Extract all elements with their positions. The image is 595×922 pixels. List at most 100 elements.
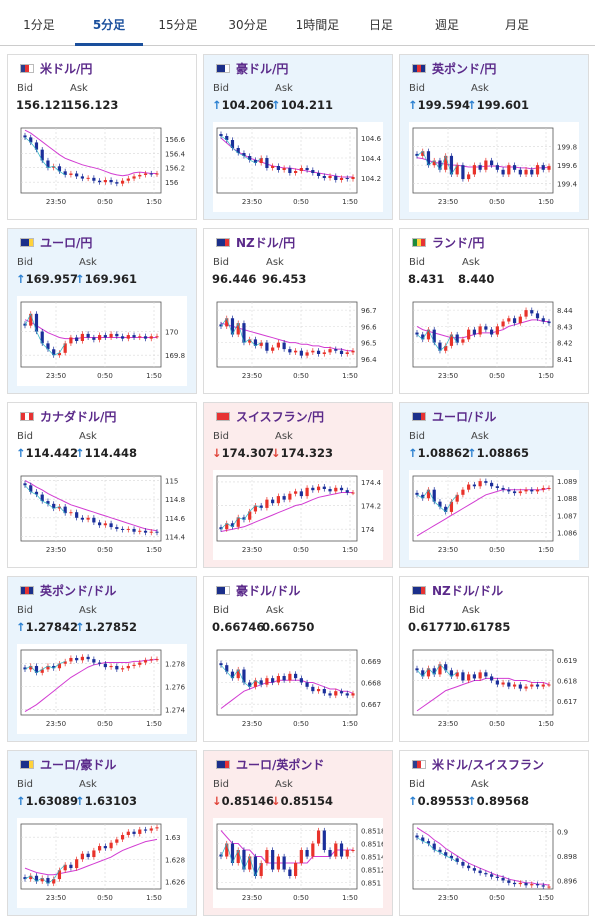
candle xyxy=(322,486,326,489)
candle xyxy=(444,852,448,856)
price-chart: 0.669 0.668 0.667 23:50 0:50 1:50 xyxy=(213,644,383,734)
candle xyxy=(351,693,355,696)
bid-label: Bid xyxy=(213,605,229,616)
price-chart: 1.63 1.628 1.626 23:50 0:50 1:50 xyxy=(17,818,187,908)
pair-name[interactable]: NZドル/ドル xyxy=(432,584,504,598)
rate-card[interactable]: ユーロ/ドル Bid Ask ↑1.08862 ↑1.08865 1.089 1.088 1.… xyxy=(399,402,589,568)
candle xyxy=(339,843,344,857)
candle xyxy=(444,155,448,170)
arrow-up-icon: ↑ xyxy=(271,98,281,112)
candle xyxy=(253,856,258,876)
rate-card[interactable]: 英ポンド/ドル Bid Ask ↑1.27842 ↑1.27852 1.278 1.276 1… xyxy=(7,576,197,742)
candle xyxy=(40,877,44,882)
x-tick-label: 1:50 xyxy=(538,720,554,728)
candle xyxy=(426,151,431,166)
rate-card[interactable]: 豪ドル/ドル Bid Ask 0.66746 0.66750 0.669 0.668 0.66… xyxy=(203,576,393,742)
y-tick-label: 156.4 xyxy=(165,150,186,158)
tab-4[interactable]: 1時間足 xyxy=(295,18,340,32)
candle xyxy=(242,153,246,156)
candle xyxy=(444,345,448,351)
candle xyxy=(52,166,56,168)
candle xyxy=(467,674,471,681)
y-tick-label: 8.44 xyxy=(557,307,573,315)
y-tick-label: 156.2 xyxy=(165,165,185,173)
y-tick-label: 174 xyxy=(361,526,375,534)
y-tick-label: 1.274 xyxy=(165,706,186,714)
candle xyxy=(524,310,528,317)
y-tick-label: 8.43 xyxy=(557,323,573,331)
pair-name[interactable]: 米ドル/スイスフラン xyxy=(432,758,545,772)
tab-1[interactable]: 5分足 xyxy=(75,0,143,46)
pair-name[interactable]: NZドル/円 xyxy=(236,236,296,250)
candle xyxy=(138,829,142,834)
pair-name[interactable]: 豪ドル/円 xyxy=(236,62,289,76)
pair-name[interactable]: カナダドル/円 xyxy=(40,410,117,424)
pair-name[interactable]: ユーロ/ドル xyxy=(432,410,497,424)
candle xyxy=(507,682,511,687)
candle xyxy=(80,333,84,341)
x-tick-label: 1:50 xyxy=(342,720,358,728)
price-value: 0.61771 xyxy=(408,620,461,634)
candle xyxy=(541,885,545,887)
rate-card[interactable]: カナダドル/円 Bid Ask ↑114.442 ↑114.448 115 114.8 114… xyxy=(7,402,197,568)
candle xyxy=(92,337,96,340)
price-value: ↑1.08865 xyxy=(467,446,530,460)
tab-5[interactable]: 日足 xyxy=(368,18,393,32)
tab-0[interactable]: 1分足 xyxy=(23,18,55,32)
candle xyxy=(282,676,286,681)
moving-average-line xyxy=(24,838,158,876)
candle xyxy=(282,168,286,170)
x-tick-label: 0:50 xyxy=(97,198,113,206)
candle xyxy=(495,326,499,335)
tab-7[interactable]: 月足 xyxy=(504,18,529,32)
candle xyxy=(271,499,275,504)
candle xyxy=(126,831,130,836)
tab-2[interactable]: 15分足 xyxy=(158,18,198,32)
price-value: 96.453 xyxy=(262,272,307,286)
price-value: ↑169.957 xyxy=(16,272,79,286)
candle xyxy=(259,505,263,508)
candle xyxy=(98,846,102,851)
price-value: 0.66746 xyxy=(212,620,265,634)
candle xyxy=(449,155,454,175)
rate-card[interactable]: 米ドル/スイスフラン Bid Ask ↑0.89553 ↑0.89568 0.9 0.898… xyxy=(399,750,589,916)
pair-name[interactable]: 英ポンド/ドル xyxy=(40,584,117,598)
rate-card[interactable]: 豪ドル/円 Bid Ask ↑104.206 ↑104.211 104.6 104.4 104… xyxy=(203,54,393,220)
y-tick-label: 0.619 xyxy=(557,657,577,665)
candle xyxy=(40,669,44,673)
tab-6[interactable]: 週足 xyxy=(434,18,459,32)
rate-card[interactable]: 英ポンド/円 Bid Ask ↑199.594 ↑199.601 199.8 199.6 19… xyxy=(399,54,589,220)
rate-card[interactable]: NZドル/円 Bid Ask 96.446 96.453 96.7 96.6 96.5 96.4… xyxy=(203,228,393,394)
tab-3[interactable]: 30分足 xyxy=(228,18,268,32)
candle xyxy=(92,659,96,663)
candle xyxy=(415,668,419,671)
pair-name[interactable]: ユーロ/英ポンド xyxy=(236,758,325,772)
candle xyxy=(115,333,119,337)
pair-name[interactable]: スイスフラン/円 xyxy=(236,410,325,424)
ask-label: Ask xyxy=(462,257,480,268)
rate-card[interactable]: ユーロ/豪ドル Bid Ask ↑1.63089 ↑1.63103 1.63 1.628 1.… xyxy=(7,750,197,916)
rate-card[interactable]: 米ドル/円 Bid Ask 156.121 156.123 156.6 156.4 156.2… xyxy=(7,54,197,220)
candle xyxy=(230,671,235,679)
rate-card[interactable]: ユーロ/英ポンドBidAsk↓0.85146↓0.851540.85180.85… xyxy=(203,750,393,916)
pair-name[interactable]: 豪ドル/ドル xyxy=(236,584,301,598)
candle xyxy=(524,882,528,886)
rate-card[interactable]: スイスフラン/円 Bid Ask ↓174.307 ↓174.323 174.4 174.2… xyxy=(203,402,393,568)
candle xyxy=(276,342,280,348)
candle xyxy=(155,827,159,829)
pair-name[interactable]: ユーロ/豪ドル xyxy=(40,758,117,772)
pair-name[interactable]: 英ポンド/円 xyxy=(432,62,497,76)
pair-name[interactable]: ユーロ/円 xyxy=(40,236,93,250)
pair-name[interactable]: 米ドル/円 xyxy=(40,62,93,76)
rate-card[interactable]: NZドル/ドル Bid Ask 0.61771 0.61785 0.619 0.618 0.6… xyxy=(399,576,589,742)
candle xyxy=(426,841,431,844)
candle xyxy=(34,491,39,495)
rate-card[interactable]: ユーロ/円 Bid Ask ↑169.957 ↑169.961 170 169.8 23:50… xyxy=(7,228,197,394)
plot-area xyxy=(20,823,162,890)
rate-card[interactable]: ランド/円 Bid Ask 8.431 8.440 8.44 8.43 8.42 8.41 23:… xyxy=(399,228,589,394)
pair-name[interactable]: ランド/円 xyxy=(432,236,485,250)
candle xyxy=(518,684,522,689)
candle xyxy=(115,527,119,529)
candle xyxy=(518,882,522,885)
candle xyxy=(98,335,102,340)
